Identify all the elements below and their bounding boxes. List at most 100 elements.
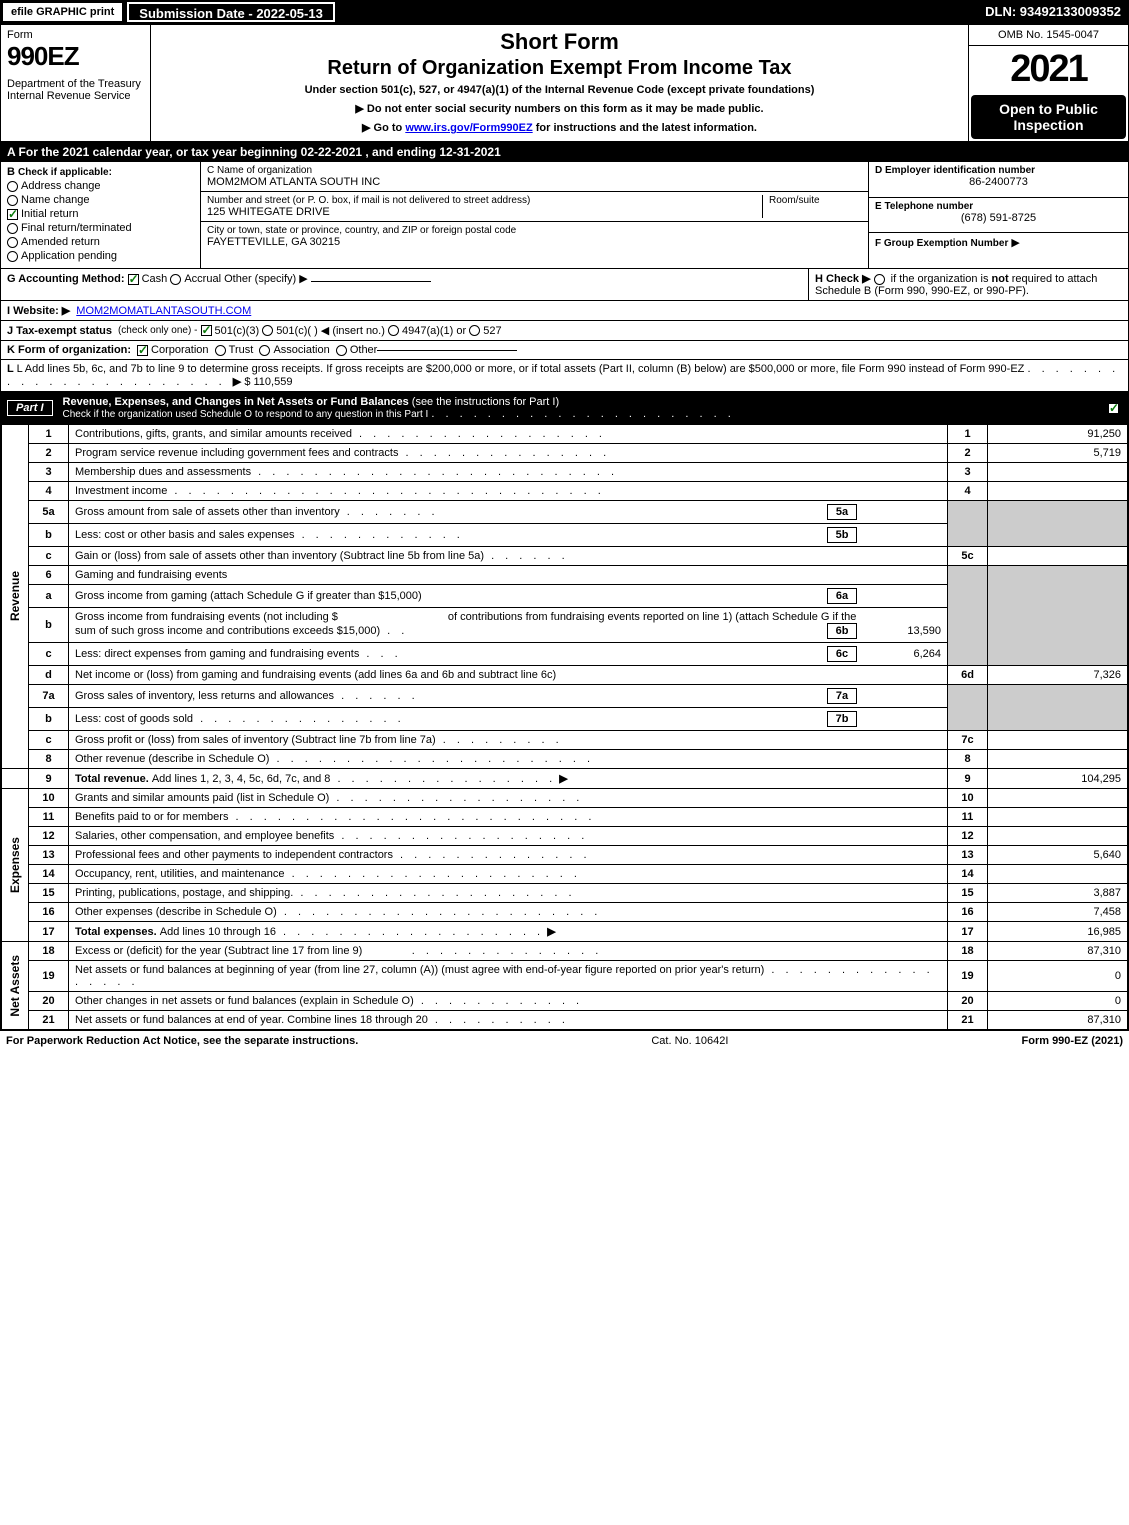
l7a-num: 7a xyxy=(29,685,69,708)
other-input[interactable] xyxy=(311,281,431,282)
line-8: 8 Other revenue (describe in Schedule O)… xyxy=(2,750,1128,769)
chk-initial[interactable]: Initial return xyxy=(7,208,194,220)
l4-desc: Investment income . . . . . . . . . . . … xyxy=(69,482,948,501)
omb-number: OMB No. 1545-0047 xyxy=(969,25,1128,46)
chk-4947-label: 4947(a)(1) or xyxy=(402,325,466,337)
l13-desc: Professional fees and other payments to … xyxy=(69,846,948,865)
form-header: Form 990EZ Department of the Treasury In… xyxy=(1,25,1128,142)
chk-assoc[interactable] xyxy=(259,345,270,356)
instr-2-pre: ▶ Go to xyxy=(362,122,405,134)
section-l: L L Add lines 5b, 6c, and 7b to line 9 t… xyxy=(1,360,1128,392)
chk-527[interactable] xyxy=(469,325,480,336)
chk-501c[interactable] xyxy=(262,325,273,336)
part-1-header: Part I Revenue, Expenses, and Changes in… xyxy=(1,392,1128,424)
footer-right-pre: Form xyxy=(1022,1035,1053,1047)
section-l-text: L Add lines 5b, 6c, and 7b to line 9 to … xyxy=(17,363,1025,375)
chk-corp[interactable] xyxy=(137,345,148,356)
l6abc-amt-grey xyxy=(988,566,1128,666)
chk-trust[interactable] xyxy=(215,345,226,356)
chk-name-label: Name change xyxy=(21,194,90,206)
line-19: 19 Net assets or fund balances at beginn… xyxy=(2,961,1128,992)
line-6: 6 Gaming and fundraising events xyxy=(2,566,1128,585)
section-g: G Accounting Method: Cash Accrual Other … xyxy=(1,269,808,300)
line-12: 12 Salaries, other compensation, and emp… xyxy=(2,827,1128,846)
room-label: Room/suite xyxy=(769,195,862,206)
l14-amt xyxy=(988,865,1128,884)
footer-left: For Paperwork Reduction Act Notice, see … xyxy=(6,1035,358,1047)
form-subtitle: Under section 501(c), 527, or 4947(a)(1)… xyxy=(157,84,962,96)
l7ab-rn-grey xyxy=(948,685,988,731)
section-b-label: B xyxy=(7,166,15,178)
l2-amt: 5,719 xyxy=(988,444,1128,463)
l5c-desc: Gain or (loss) from sale of assets other… xyxy=(69,547,948,566)
chk-other-org[interactable] xyxy=(336,345,347,356)
other-org-input[interactable] xyxy=(377,350,517,351)
l5c-amt xyxy=(988,547,1128,566)
h-not: not xyxy=(992,273,1009,285)
l19-num: 19 xyxy=(29,961,69,992)
phone-label: E Telephone number xyxy=(875,201,1122,212)
l15-desc: Printing, publications, postage, and shi… xyxy=(69,884,948,903)
l5b-box: 5b xyxy=(827,527,857,543)
group-label: F Group Exemption Number xyxy=(875,238,1008,249)
submission-date: Submission Date - 2022-05-13 xyxy=(127,2,335,22)
header-right: OMB No. 1545-0047 2021 Open to Public In… xyxy=(968,25,1128,141)
org-city-row: City or town, state or province, country… xyxy=(201,222,868,251)
chk-amended[interactable]: Amended return xyxy=(7,236,194,248)
chk-4947[interactable] xyxy=(388,325,399,336)
addr-value: 125 WHITEGATE DRIVE xyxy=(207,206,762,218)
l7c-amt xyxy=(988,731,1128,750)
l5c-num: c xyxy=(29,547,69,566)
chk-other-label: Other (specify) ▶ xyxy=(224,273,308,285)
ein-label: D Employer identification number xyxy=(875,165,1122,176)
chk-final[interactable]: Final return/terminated xyxy=(7,222,194,234)
l18-amt: 87,310 xyxy=(988,942,1128,961)
l7c-rn: 7c xyxy=(948,731,988,750)
ein-value: 86-2400773 xyxy=(875,176,1122,188)
chk-501c3[interactable] xyxy=(201,325,212,336)
l4-amt xyxy=(988,482,1128,501)
short-form-title: Short Form xyxy=(157,29,962,55)
l8-desc: Other revenue (describe in Schedule O) .… xyxy=(69,750,948,769)
phone-row: E Telephone number (678) 591-8725 xyxy=(869,198,1128,234)
line-18: Net Assets 18 Excess or (deficit) for th… xyxy=(2,942,1128,961)
l10-amt xyxy=(988,789,1128,808)
chk-schedule-o[interactable] xyxy=(1108,403,1119,414)
chk-name[interactable]: Name change xyxy=(7,194,194,206)
l10-num: 10 xyxy=(29,789,69,808)
line-4: 4 Investment income . . . . . . . . . . … xyxy=(2,482,1128,501)
chk-sched-b[interactable] xyxy=(874,274,885,285)
website-link[interactable]: MOM2MOMATLANTASOUTH.COM xyxy=(76,305,251,317)
l6d-desc: Net income or (loss) from gaming and fun… xyxy=(69,666,948,685)
l7ab-amt-grey xyxy=(988,685,1128,731)
l5ab-amt-grey xyxy=(988,501,1128,547)
chk-address-label: Address change xyxy=(21,180,101,192)
l6-num: 6 xyxy=(29,566,69,585)
tax-status-sub: (check only one) - xyxy=(118,325,197,336)
chk-accrual[interactable] xyxy=(170,274,181,285)
org-name-row: C Name of organization MOM2MOM ATLANTA S… xyxy=(201,162,868,192)
l5a-desc: Gross amount from sale of assets other t… xyxy=(69,501,948,524)
l7a-desc: Gross sales of inventory, less returns a… xyxy=(69,685,948,708)
line-15: 15 Printing, publications, postage, and … xyxy=(2,884,1128,903)
irs-link[interactable]: www.irs.gov/Form990EZ xyxy=(405,122,532,134)
l5a-num: 5a xyxy=(29,501,69,524)
l9-num: 9 xyxy=(29,769,69,789)
header-middle: Short Form Return of Organization Exempt… xyxy=(151,25,968,141)
l4-rn: 4 xyxy=(948,482,988,501)
instr-2-post: for instructions and the latest informat… xyxy=(533,122,757,134)
group-row: F Group Exemption Number ▶ xyxy=(869,233,1128,268)
l7b-num: b xyxy=(29,708,69,731)
l21-num: 21 xyxy=(29,1011,69,1030)
l1-num: 1 xyxy=(29,425,69,444)
chk-cash[interactable] xyxy=(128,274,139,285)
instr-2: ▶ Go to www.irs.gov/Form990EZ for instru… xyxy=(157,121,962,134)
efile-print-button[interactable]: efile GRAPHIC print xyxy=(2,2,123,22)
chk-address[interactable]: Address change xyxy=(7,180,194,192)
l8-num: 8 xyxy=(29,750,69,769)
section-bcdef: B Check if applicable: Address change Na… xyxy=(1,162,1128,269)
l3-rn: 3 xyxy=(948,463,988,482)
l14-rn: 14 xyxy=(948,865,988,884)
l7c-num: c xyxy=(29,731,69,750)
chk-pending[interactable]: Application pending xyxy=(7,250,194,262)
